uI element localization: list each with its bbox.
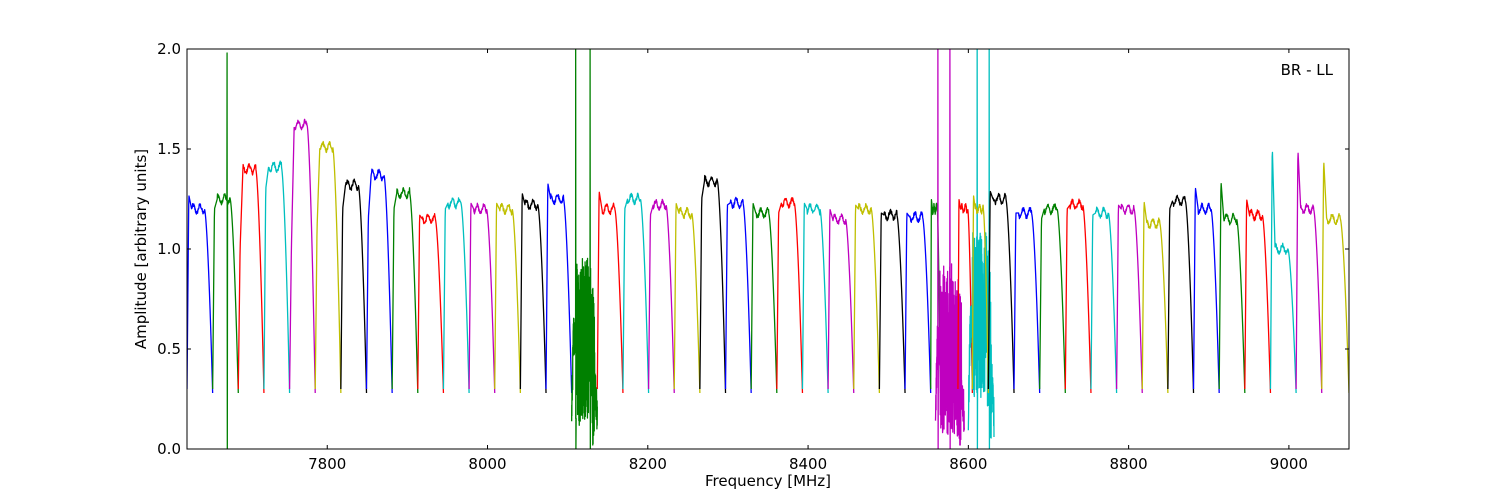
series-line-green	[391, 187, 419, 394]
x-tick-label: 8200	[629, 455, 667, 473]
baseline-annotation: BR - LL	[1281, 61, 1334, 79]
series-line-red	[237, 163, 265, 394]
series-line-olive	[314, 140, 342, 394]
series-line-magenta	[1295, 152, 1323, 394]
x-axis-label: Frequency [MHz]	[705, 472, 831, 490]
x-tick-label: 8400	[789, 455, 827, 473]
series-line-olive	[673, 203, 701, 394]
y-tick-label: 2.0	[157, 40, 181, 58]
series-line-green	[1218, 183, 1246, 394]
series-line-magenta	[827, 209, 855, 394]
series-line-magenta	[468, 202, 496, 394]
x-tick-label: 8000	[468, 455, 506, 473]
series-line-red	[1244, 199, 1272, 394]
series-line-blue	[365, 168, 393, 394]
series-line-green	[930, 199, 941, 394]
ticks-layer: 7800 8000 8200 8400 8600 8800 9000 0.0 0.5 1.0 1.5…	[157, 40, 1349, 473]
series-line-blue	[1013, 207, 1041, 394]
series-line-red	[596, 191, 624, 394]
series-line-blue	[724, 196, 752, 394]
series-line-green	[1039, 203, 1066, 394]
series-line-blue	[1192, 187, 1220, 394]
series-line-cyan	[1090, 206, 1118, 394]
series-line-magenta	[288, 118, 316, 394]
series-line-black	[878, 208, 906, 394]
series-line-olive	[494, 202, 522, 394]
series-line-cyan	[442, 197, 470, 394]
series-line-black	[987, 190, 1015, 394]
series-line-magenta	[1115, 203, 1143, 394]
x-tick-label: 8600	[949, 455, 987, 473]
series-line-cyan	[1269, 151, 1297, 394]
series-line-cyan	[622, 192, 650, 394]
y-tick-label: 1.0	[157, 240, 181, 258]
series-line-red	[776, 196, 804, 394]
series-line-black	[519, 193, 547, 394]
y-axis-label: Amplitude [arbitrary units]	[132, 149, 150, 349]
series-line-green	[750, 203, 778, 394]
series-layer	[187, 49, 1349, 449]
series-line-black	[340, 178, 368, 394]
series-line-red	[957, 199, 973, 394]
series-line-red	[1064, 198, 1092, 394]
y-tick-label: 0.0	[157, 440, 181, 458]
series-line-olive	[853, 202, 881, 394]
series-line-red	[417, 212, 445, 394]
x-tick-label: 9000	[1270, 455, 1308, 473]
series-line-magenta	[647, 198, 675, 394]
series-line-cyan	[263, 160, 291, 394]
series-line-olive	[971, 195, 990, 394]
series-line-olive	[1321, 162, 1349, 394]
series-line-green	[571, 49, 598, 449]
x-tick-label: 8800	[1110, 455, 1148, 473]
series-line-blue	[545, 183, 573, 394]
series-line-black	[699, 174, 727, 394]
y-tick-label: 0.5	[157, 340, 181, 358]
series-line-cyan	[801, 202, 829, 394]
y-tick-label: 1.5	[157, 140, 181, 158]
x-tick-label: 7800	[308, 455, 346, 473]
series-line-blue	[187, 195, 214, 394]
series-line-black	[1167, 194, 1195, 394]
series-line-green	[211, 52, 239, 449]
series-line-magenta	[934, 49, 965, 449]
series-line-olive	[1141, 201, 1169, 394]
series-line-blue	[904, 211, 932, 394]
